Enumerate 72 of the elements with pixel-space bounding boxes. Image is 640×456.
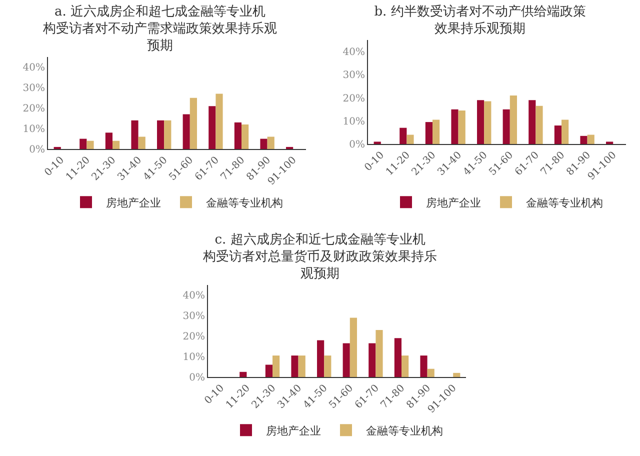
legend-label: 金融等专业机构 [206,196,283,210]
bar [240,372,247,377]
bar [157,120,164,149]
bar [477,100,484,144]
bar [554,126,562,144]
bar [342,343,350,377]
bar [536,106,543,144]
y-tick-label: 10% [22,124,45,136]
bar [216,94,223,149]
y-tick-label: 20% [342,93,365,104]
bar [453,372,460,377]
chart-title: a. 近六成房企和超七成金融等专业机构受访者对不动产需求端政策效果持乐观预期 [42,4,277,54]
bar [291,356,298,377]
bar [528,100,536,144]
bar [298,356,306,377]
bar [427,368,434,377]
bar [484,101,492,144]
y-tick-label: 0% [29,144,45,156]
bar [587,134,594,144]
bar [432,120,440,144]
bar [502,109,510,144]
bar [272,356,280,377]
bar [80,138,87,149]
y-tick-label: 0% [189,372,205,384]
y-tick-label: 30% [342,70,365,82]
bar [234,122,242,149]
bar [267,136,274,149]
legend-label: 房地产企业 [426,196,481,210]
bar [105,132,112,149]
bar [131,120,138,149]
bar [324,356,332,377]
bar [265,364,272,377]
bar [182,114,190,149]
y-tick-label: 40% [22,62,45,74]
bar [510,95,517,144]
bar [425,122,432,144]
y-tick-label: 10% [342,116,365,128]
bar [242,124,249,149]
y-tick-label: 0% [349,140,365,150]
bar [368,343,376,377]
y-tick-label: 30% [22,83,45,94]
bar [400,128,407,144]
bar [138,136,146,149]
y-tick-label: 40% [182,290,205,302]
legend-label: 金融等专业机构 [526,196,603,210]
chart-title: c. 超六成房企和近七成金融等专业机构受访者对总量货币及财政政策效果持乐观预期 [202,232,437,282]
legend-label: 房地产企业 [106,196,161,210]
bar [580,136,588,144]
legend-label: 房地产企业 [266,424,321,438]
bar [86,140,94,149]
bar [260,138,268,149]
bar [376,330,383,377]
bar [451,109,458,144]
bar [350,318,357,377]
bar [164,120,172,149]
bar [458,110,466,144]
y-tick-label: 40% [342,47,365,58]
y-tick-label: 20% [182,332,205,343]
bar [317,340,324,377]
y-tick-label: 10% [182,352,205,364]
chart-title: b. 约半数受访者对不动产供给端政策效果持乐观预期 [374,4,586,36]
y-tick-label: 30% [182,311,205,322]
bar [394,338,402,377]
legend-label: 金融等专业机构 [366,424,443,438]
bar [406,134,414,144]
bar [208,106,216,149]
bar [420,356,428,377]
bar [562,120,569,144]
bar [112,140,120,149]
bar [190,98,197,149]
y-tick-label: 20% [22,104,45,115]
bar [402,356,409,377]
